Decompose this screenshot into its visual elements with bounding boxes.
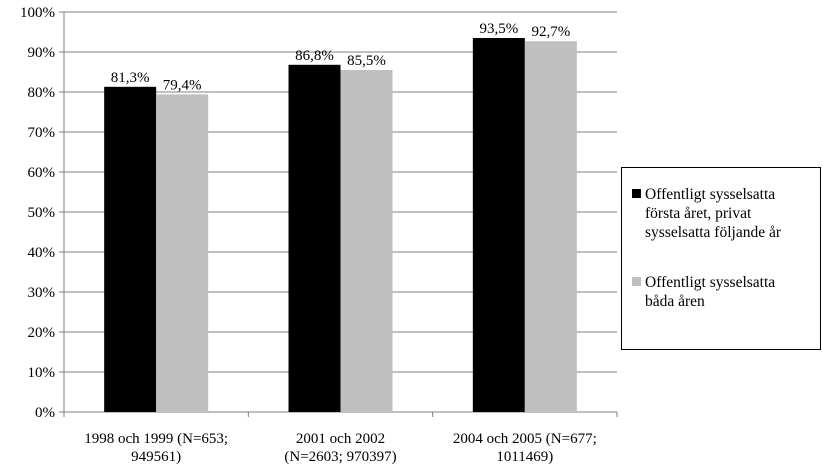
y-tick-label: 50% <box>28 205 56 221</box>
bar <box>104 86 157 413</box>
x-tick-label: 2001 och 2002 <box>296 431 385 447</box>
legend-label-series-2-line-1: Offentligt sysselsatta <box>645 274 776 291</box>
bar <box>340 70 393 412</box>
data-label: 81,3% <box>111 70 150 86</box>
bar <box>524 41 577 412</box>
data-label: 92,7% <box>531 24 570 40</box>
y-tick-label: 10% <box>28 365 56 381</box>
bar <box>472 38 525 412</box>
legend-swatch-series-1 <box>632 189 641 198</box>
y-tick-label: 0% <box>35 405 55 421</box>
y-tick-label: 60% <box>28 165 56 181</box>
bar <box>156 94 209 413</box>
y-tick-label: 90% <box>28 45 56 61</box>
x-tick-label: 2004 och 2005 (N=677; <box>453 431 597 447</box>
bar <box>288 64 341 413</box>
legend-item-series-1: Offentligt sysselsatta första året, priv… <box>632 185 818 242</box>
y-tick-label: 100% <box>20 5 55 21</box>
y-tick-label: 80% <box>28 85 56 101</box>
legend: Offentligt sysselsatta första året, priv… <box>621 167 821 350</box>
y-tick-label: 30% <box>28 285 56 301</box>
legend-label-series-2-line-2: båda åren <box>645 293 705 310</box>
legend-label-series-1-line-1: Offentligt sysselsatta <box>645 186 776 203</box>
data-label: 93,5% <box>479 21 518 37</box>
x-tick-label: 1011469) <box>496 449 553 465</box>
legend-swatch-series-2 <box>632 277 641 286</box>
legend-label-series-1-line-2: första året, privat <box>645 205 752 222</box>
legend-item-series-2: Offentligt sysselsatta båda åren <box>632 273 818 311</box>
data-label: 79,4% <box>163 77 202 93</box>
x-tick-label: 1998 och 1999 (N=653; <box>84 431 228 447</box>
y-tick-label: 70% <box>28 125 56 141</box>
x-tick-label: 949561) <box>131 449 181 465</box>
y-tick-label: 40% <box>28 245 56 261</box>
legend-label-series-1-line-3: sysselsatta följande år <box>645 224 782 241</box>
x-tick-label: (N=2603; 970397) <box>284 449 396 465</box>
data-label: 85,5% <box>347 53 386 69</box>
y-tick-label: 20% <box>28 325 56 341</box>
data-label: 86,8% <box>295 48 334 64</box>
